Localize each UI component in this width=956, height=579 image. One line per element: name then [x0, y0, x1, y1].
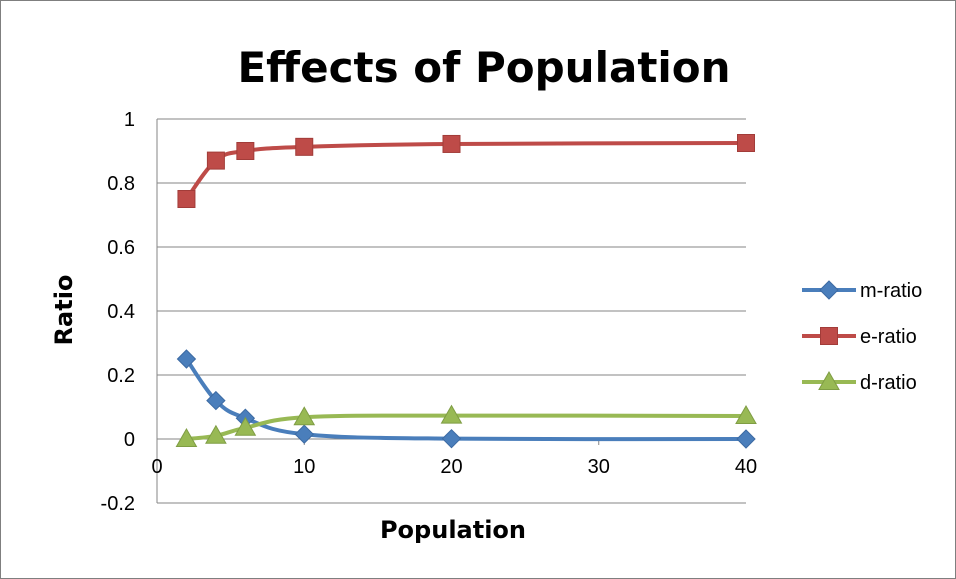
x-tick-label: 0: [151, 456, 162, 478]
series-m-ratio: [176, 349, 756, 449]
data-point-d-ratio: [293, 406, 316, 426]
y-tick-label: 0: [124, 429, 135, 451]
y-tick-label: 0.4: [107, 301, 135, 323]
data-point-m-ratio: [176, 349, 197, 369]
legend-marker: [818, 370, 840, 390]
data-point-m-ratio: [294, 424, 314, 444]
x-tick-label: 20: [440, 456, 462, 478]
legend-item-d-ratio: d-ratio: [802, 370, 917, 394]
y-tick-label: 0.8: [107, 173, 135, 195]
data-point-e-ratio: [177, 190, 196, 208]
data-point-m-ratio: [441, 428, 462, 449]
data-point-d-ratio: [175, 427, 198, 447]
y-tick-label: -0.2: [101, 493, 135, 515]
data-point-m-ratio: [736, 429, 756, 449]
data-point-d-ratio: [205, 424, 227, 444]
legend-marker: [819, 280, 839, 300]
legend-label: e-ratio: [860, 326, 917, 348]
legend-item-m-ratio: m-ratio: [802, 280, 922, 302]
series-layer: [175, 134, 757, 449]
x-tick-label: 40: [735, 456, 757, 478]
series-line-e-ratio: [184, 141, 748, 201]
data-point-e-ratio: [206, 151, 225, 170]
legend-label: m-ratio: [860, 280, 922, 302]
x-tick-label: 10: [293, 456, 315, 478]
series-d-ratio: [175, 404, 757, 447]
gridlines: [157, 118, 746, 504]
y-axis-title: Ratio: [50, 275, 78, 346]
data-point-d-ratio: [234, 416, 257, 436]
legend: m-ratio e-ratio d-ratio: [802, 280, 922, 394]
chart-title: Effects of Population: [237, 43, 730, 92]
data-point-m-ratio: [206, 390, 226, 411]
x-tick-label: 30: [588, 456, 610, 478]
x-axis-title: Population: [380, 516, 526, 544]
legend-item-e-ratio: e-ratio: [802, 326, 917, 348]
data-point-e-ratio: [236, 142, 255, 160]
data-point-d-ratio: [440, 404, 463, 424]
data-point-e-ratio: [295, 137, 314, 156]
y-tick-label: 0.2: [107, 365, 135, 387]
legend-marker: [820, 327, 838, 345]
data-point-d-ratio: [735, 404, 757, 424]
series-e-ratio: [177, 134, 755, 208]
legend-label: d-ratio: [860, 372, 917, 394]
axes: -0.200.20.40.60.810 10 20 30 40: [101, 109, 758, 515]
series-line-m-ratio: [184, 357, 748, 442]
data-point-e-ratio: [442, 134, 461, 153]
y-tick-label: 1: [124, 109, 135, 131]
y-tick-label: 0.6: [107, 237, 135, 259]
data-point-e-ratio: [737, 134, 755, 152]
